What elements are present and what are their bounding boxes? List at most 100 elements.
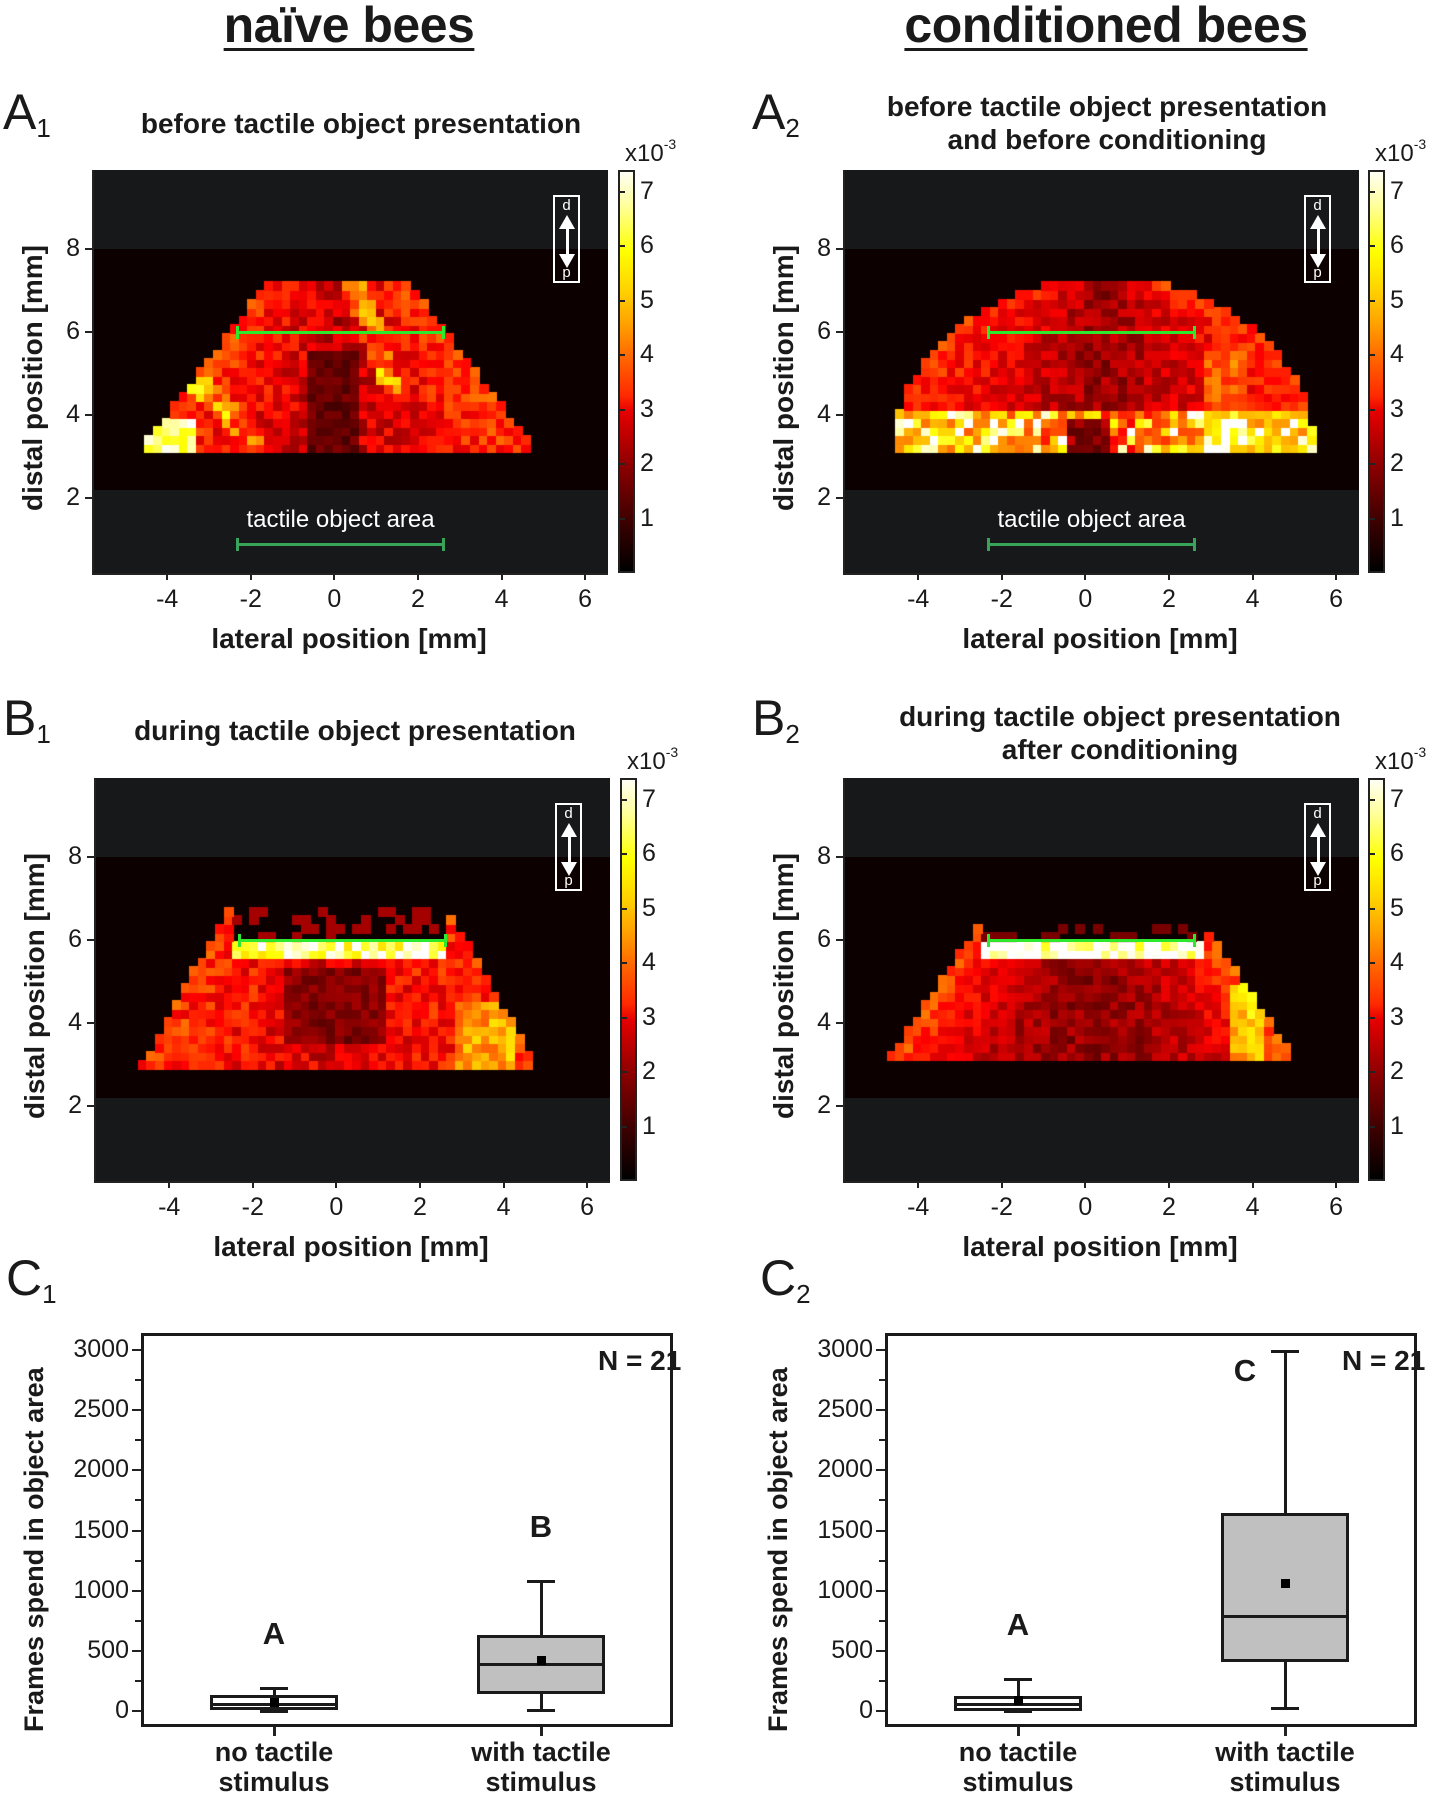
colorbar-tick-label: 5 xyxy=(1390,285,1404,314)
colorbar-tick-label: 3 xyxy=(640,394,654,423)
y-tick-mark xyxy=(135,1499,141,1502)
colorbar-tick-label: 2 xyxy=(642,1057,656,1086)
y-tick-mark xyxy=(879,1499,885,1502)
x-tick-label: 4 xyxy=(1245,1193,1260,1221)
category-label-line: stimulus xyxy=(485,1767,597,1797)
colorbar-tick-label: 2 xyxy=(1390,1057,1404,1086)
y-tick-label: 1500 xyxy=(73,1515,129,1544)
y-tick-mark xyxy=(132,1349,141,1351)
mean-marker xyxy=(1014,1696,1023,1706)
category-label-line: stimulus xyxy=(1229,1767,1341,1797)
proximal-label: p xyxy=(562,264,571,281)
y-tick-mark xyxy=(836,855,843,858)
x-tick-mark xyxy=(1251,1181,1254,1188)
colorbar-exponent-power: -3 xyxy=(1413,136,1427,152)
y-tick-label: 500 xyxy=(831,1635,873,1664)
arrow-up-icon xyxy=(1310,823,1326,837)
y-tick-mark xyxy=(87,939,94,942)
x-tick-mark xyxy=(1335,573,1338,580)
colorbar-tick-mark xyxy=(622,1125,627,1128)
object-position-line xyxy=(238,934,448,948)
y-tick-label: 2 xyxy=(66,483,80,512)
object-position-line xyxy=(987,934,1197,948)
y-tick-mark xyxy=(132,1710,141,1712)
panel-title-b1: during tactile object presentation xyxy=(134,715,576,746)
category-label: no tactile stimulus xyxy=(215,1737,334,1797)
x-tick-label: 6 xyxy=(1329,585,1344,613)
x-tick-mark xyxy=(335,1181,338,1188)
whisker-cap-high xyxy=(527,1580,555,1584)
arrow-shaft xyxy=(566,227,569,257)
y-tick-label: 0 xyxy=(859,1696,873,1724)
column-title-naive: naïve bees xyxy=(223,0,475,53)
y-tick-label: 1000 xyxy=(817,1575,873,1604)
x-tick-mark xyxy=(333,573,336,580)
significance-letter: A xyxy=(1006,1607,1030,1643)
x-tick-mark xyxy=(418,1181,421,1188)
whisker-cap-high xyxy=(1271,1349,1299,1353)
y-tick-mark xyxy=(836,497,843,500)
y-tick-mark xyxy=(879,1559,885,1562)
colorbar xyxy=(620,778,637,1181)
y-tick-label: 3000 xyxy=(73,1335,129,1363)
y-tick-mark xyxy=(876,1710,885,1712)
panel-title-a2: before tactile object presentation and be… xyxy=(886,91,1328,155)
colorbar-tick-label: 3 xyxy=(1390,394,1404,423)
colorbar-tick-mark xyxy=(1370,190,1375,193)
y-axis-label: distal position [mm] xyxy=(768,245,799,511)
mean-marker xyxy=(270,1698,279,1708)
x-tick-label: -2 xyxy=(990,1193,1013,1221)
heatmap-plot-area: tactile object area d p xyxy=(843,170,1359,575)
x-tick-label: 2 xyxy=(1161,585,1176,613)
y-tick-mark xyxy=(132,1649,141,1652)
y-tick-mark xyxy=(132,1409,141,1412)
mean-marker xyxy=(537,1655,546,1665)
arrow-shaft xyxy=(1317,835,1320,865)
x-tick-label: 6 xyxy=(1329,1193,1344,1221)
whisker-cap-low xyxy=(1271,1707,1299,1711)
y-tick-mark xyxy=(879,1439,885,1442)
x-tick-label: 4 xyxy=(1245,585,1260,613)
y-tick-mark xyxy=(836,1105,843,1108)
panel-label-c2: C2 xyxy=(760,1250,811,1309)
y-tick-mark xyxy=(135,1379,141,1382)
heatmap-plot-area: tactile object area d p xyxy=(92,170,608,575)
proximal-label: p xyxy=(564,872,573,889)
y-tick-label: 6 xyxy=(817,925,831,954)
y-tick-mark xyxy=(836,939,843,942)
colorbar-tick-mark xyxy=(620,299,625,302)
colorbar-tick-mark xyxy=(620,463,625,466)
x-tick-mark xyxy=(540,1727,543,1736)
x-tick-mark xyxy=(416,573,419,580)
distal-label: d xyxy=(562,197,571,214)
colorbar xyxy=(1368,170,1385,573)
y-tick-label: 0 xyxy=(115,1696,129,1724)
x-tick-mark xyxy=(1000,573,1003,580)
x-tick-mark xyxy=(1251,573,1254,580)
arrow-up-icon xyxy=(561,823,577,837)
y-tick-mark xyxy=(135,1679,141,1682)
y-tick-mark xyxy=(132,1529,141,1532)
colorbar-tick-label: 5 xyxy=(640,285,654,314)
x-tick-mark xyxy=(1084,1181,1087,1188)
y-tick-label: 8 xyxy=(817,841,831,870)
arrow-shaft xyxy=(568,835,571,865)
heatmap-cells xyxy=(845,778,1359,1181)
y-tick-mark xyxy=(879,1379,885,1382)
category-label-line: no tactile xyxy=(214,1737,334,1767)
x-tick-label: 6 xyxy=(578,585,593,613)
y-tick-label: 4 xyxy=(68,1008,82,1037)
colorbar-tick-mark xyxy=(1370,1125,1375,1128)
panel-label-b1: B1 xyxy=(3,690,51,749)
x-axis-label: lateral position [mm] xyxy=(962,623,1238,654)
y-tick-label: 2 xyxy=(817,483,831,512)
y-tick-mark xyxy=(836,331,843,334)
object-area-label: tactile object area xyxy=(997,505,1186,533)
x-tick-mark xyxy=(917,573,920,580)
significance-letter: A xyxy=(262,1615,286,1651)
y-tick-label: 8 xyxy=(66,233,80,262)
colorbar-tick-label: 7 xyxy=(642,784,656,813)
category-label: no tactile stimulus xyxy=(959,1737,1078,1797)
y-tick-label: 6 xyxy=(66,317,80,346)
colorbar-tick-mark xyxy=(622,907,627,910)
